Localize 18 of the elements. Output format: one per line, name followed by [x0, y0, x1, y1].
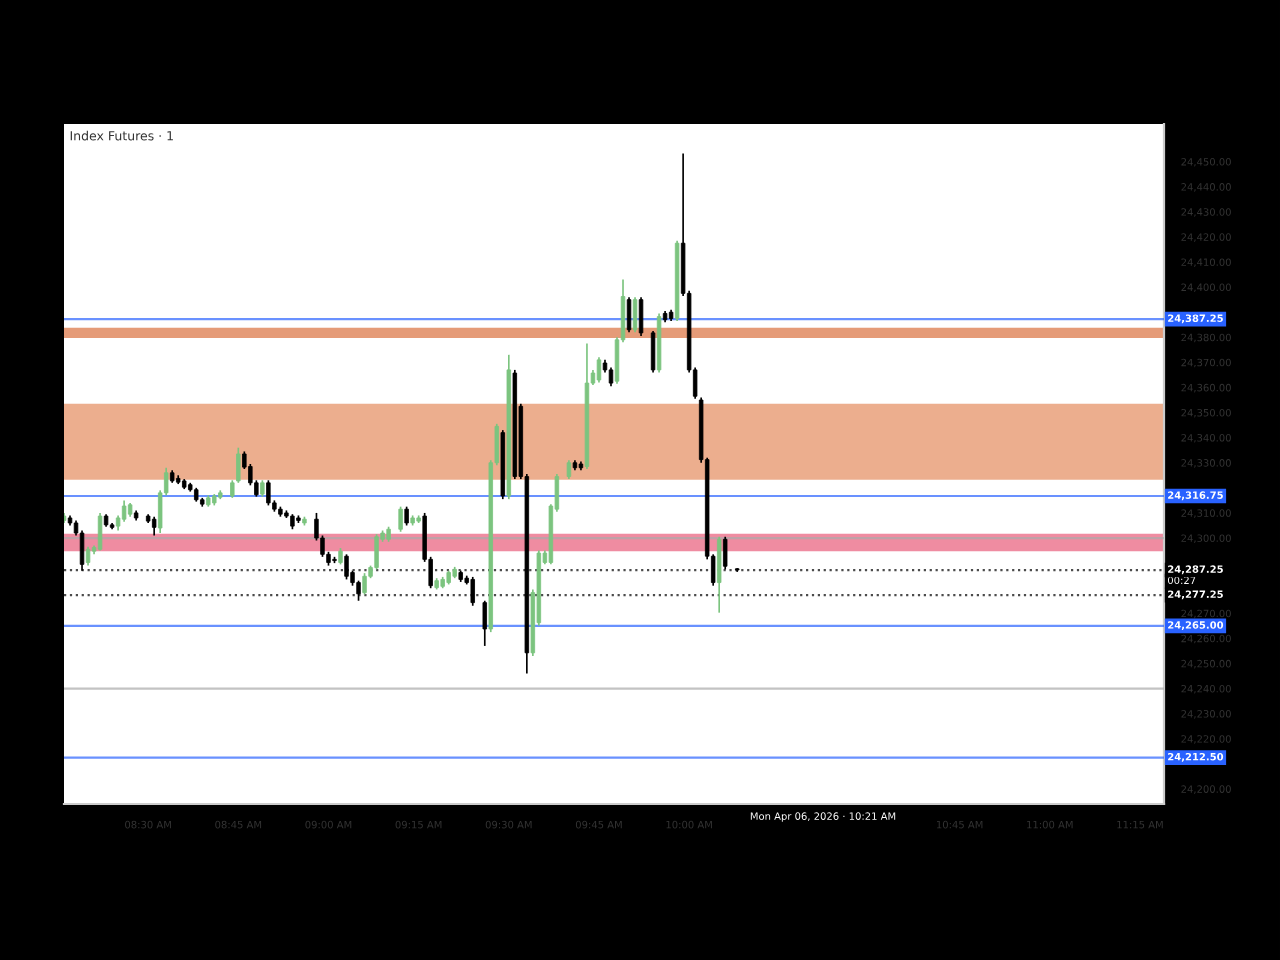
candlestick	[650, 330, 656, 374]
candlestick	[482, 599, 487, 647]
candlestick	[362, 572, 367, 596]
candlestick	[398, 505, 403, 533]
candlestick	[626, 296, 632, 334]
candlestick	[608, 366, 614, 388]
candlestick	[151, 515, 157, 537]
candlestick	[716, 535, 722, 614]
candlestick	[596, 356, 602, 384]
candlestick	[97, 512, 103, 552]
candlestick	[266, 479, 271, 507]
candlestick	[638, 296, 644, 337]
candlestick	[121, 499, 127, 523]
candlestick	[632, 296, 638, 334]
candlestick	[374, 533, 379, 571]
candlestick	[566, 459, 572, 480]
candlestick	[85, 545, 91, 567]
candlestick	[404, 505, 409, 527]
